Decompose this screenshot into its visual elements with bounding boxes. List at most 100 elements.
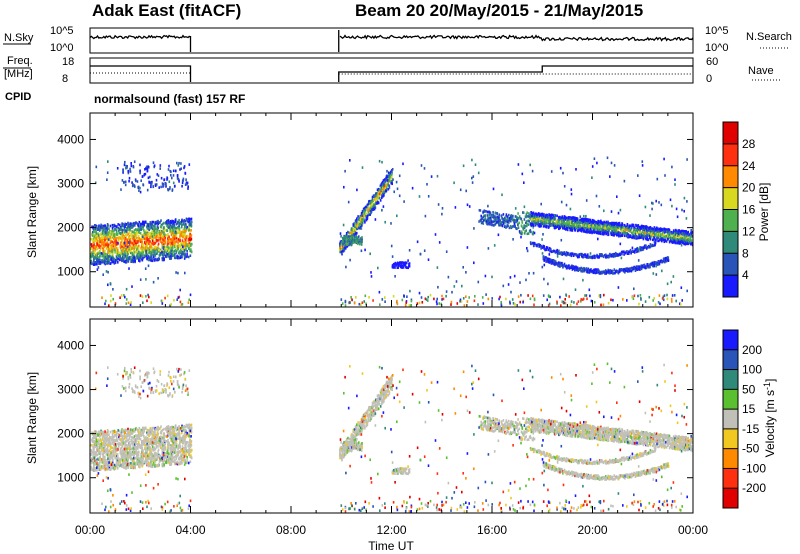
- power-cell: [97, 258, 99, 261]
- power-cell: [94, 254, 96, 258]
- power-cell: [377, 195, 380, 198]
- power-cell: [499, 218, 501, 222]
- power-cell: [678, 231, 681, 235]
- power-cell: [381, 187, 383, 190]
- power-cell: [512, 218, 514, 222]
- power-cell: [172, 174, 175, 177]
- power-cell: [384, 187, 387, 190]
- power-cell: [111, 243, 113, 247]
- power-cell: [612, 231, 615, 235]
- power-cell: [580, 255, 583, 258]
- power-cell: [535, 216, 537, 220]
- power-cell: [686, 239, 688, 242]
- power-cell: [93, 250, 96, 254]
- power-cell: [131, 246, 133, 250]
- power-cell: [152, 255, 155, 258]
- power-cell: [593, 268, 595, 272]
- power-cell: [551, 213, 554, 217]
- power-cell: [131, 234, 133, 237]
- power-cell: [367, 205, 369, 209]
- power-cell: [178, 180, 180, 183]
- power-cell: [103, 234, 105, 237]
- power-cell: [158, 248, 160, 252]
- power-cell: [143, 254, 146, 258]
- power-cell: [125, 251, 128, 255]
- power-cell: [135, 233, 138, 237]
- power-cell: [154, 241, 157, 245]
- power-cell: [106, 252, 109, 256]
- power-cell: [143, 223, 145, 226]
- power-cell: [168, 187, 171, 191]
- power-cell: [626, 252, 629, 255]
- power-cell: [562, 264, 565, 268]
- power-cell: [601, 222, 603, 226]
- power-cell: [346, 237, 348, 241]
- power-cell: [660, 233, 662, 236]
- power-cell: [667, 237, 669, 240]
- power-cell: [158, 254, 161, 257]
- power-cell: [394, 261, 397, 265]
- power-cell: [148, 248, 151, 252]
- power-cell: [118, 231, 120, 235]
- power-cell: [660, 229, 662, 232]
- power-cell: [179, 239, 181, 242]
- power-cell: [388, 184, 391, 188]
- power-cell: [564, 252, 566, 256]
- power-cell: [185, 243, 187, 246]
- power-cell: [190, 224, 193, 228]
- power-cell: [127, 237, 130, 241]
- power-cell: [177, 226, 179, 229]
- power-cell: [159, 253, 162, 256]
- power-cell: [571, 221, 573, 224]
- power-cell: [561, 220, 564, 224]
- power-cell: [177, 227, 180, 231]
- power-cell: [183, 227, 186, 230]
- power-cell: [651, 243, 653, 247]
- power-cell: [572, 252, 574, 256]
- power-cell: [560, 264, 563, 267]
- power-cell: [525, 220, 528, 223]
- power-cell: [143, 173, 146, 176]
- power-cell: [527, 215, 529, 218]
- power-cell: [151, 239, 154, 243]
- power-cell: [96, 247, 99, 251]
- power-cell: [190, 236, 192, 239]
- power-cell: [95, 227, 97, 231]
- power-cell: [109, 249, 111, 252]
- power-cell: [558, 224, 560, 227]
- power-cell: [579, 221, 581, 224]
- power-cell: [142, 220, 144, 224]
- power-cell: [146, 231, 148, 235]
- power-cell: [632, 249, 634, 253]
- power-cell: [602, 229, 604, 232]
- power-cell: [146, 251, 148, 255]
- power-cell: [142, 256, 144, 260]
- power-cell: [140, 226, 142, 229]
- power-cell: [110, 249, 113, 253]
- power-cell: [407, 266, 409, 270]
- power-cell: [546, 246, 549, 249]
- power-cell: [639, 225, 642, 229]
- power-cell: [609, 222, 612, 225]
- power-cell: [148, 228, 151, 232]
- power-cell: [497, 217, 500, 221]
- power-cell: [691, 230, 694, 234]
- power-cell: [94, 261, 97, 264]
- power-cell: [188, 244, 191, 247]
- power-cell: [163, 258, 165, 262]
- power-cell: [155, 227, 158, 231]
- power-cell: [133, 241, 135, 244]
- power-cell: [659, 238, 661, 241]
- power-cell: [170, 240, 173, 243]
- power-cell: [661, 260, 663, 264]
- power-cell: [106, 223, 109, 226]
- power-cell: [579, 218, 581, 222]
- power-cell: [566, 265, 569, 268]
- power-cell: [138, 244, 140, 248]
- power-cell: [565, 225, 567, 228]
- power-cell: [661, 239, 663, 243]
- power-cell: [588, 271, 591, 274]
- power-cell: [183, 223, 185, 226]
- power-cell: [647, 246, 650, 249]
- power-cell: [107, 237, 109, 241]
